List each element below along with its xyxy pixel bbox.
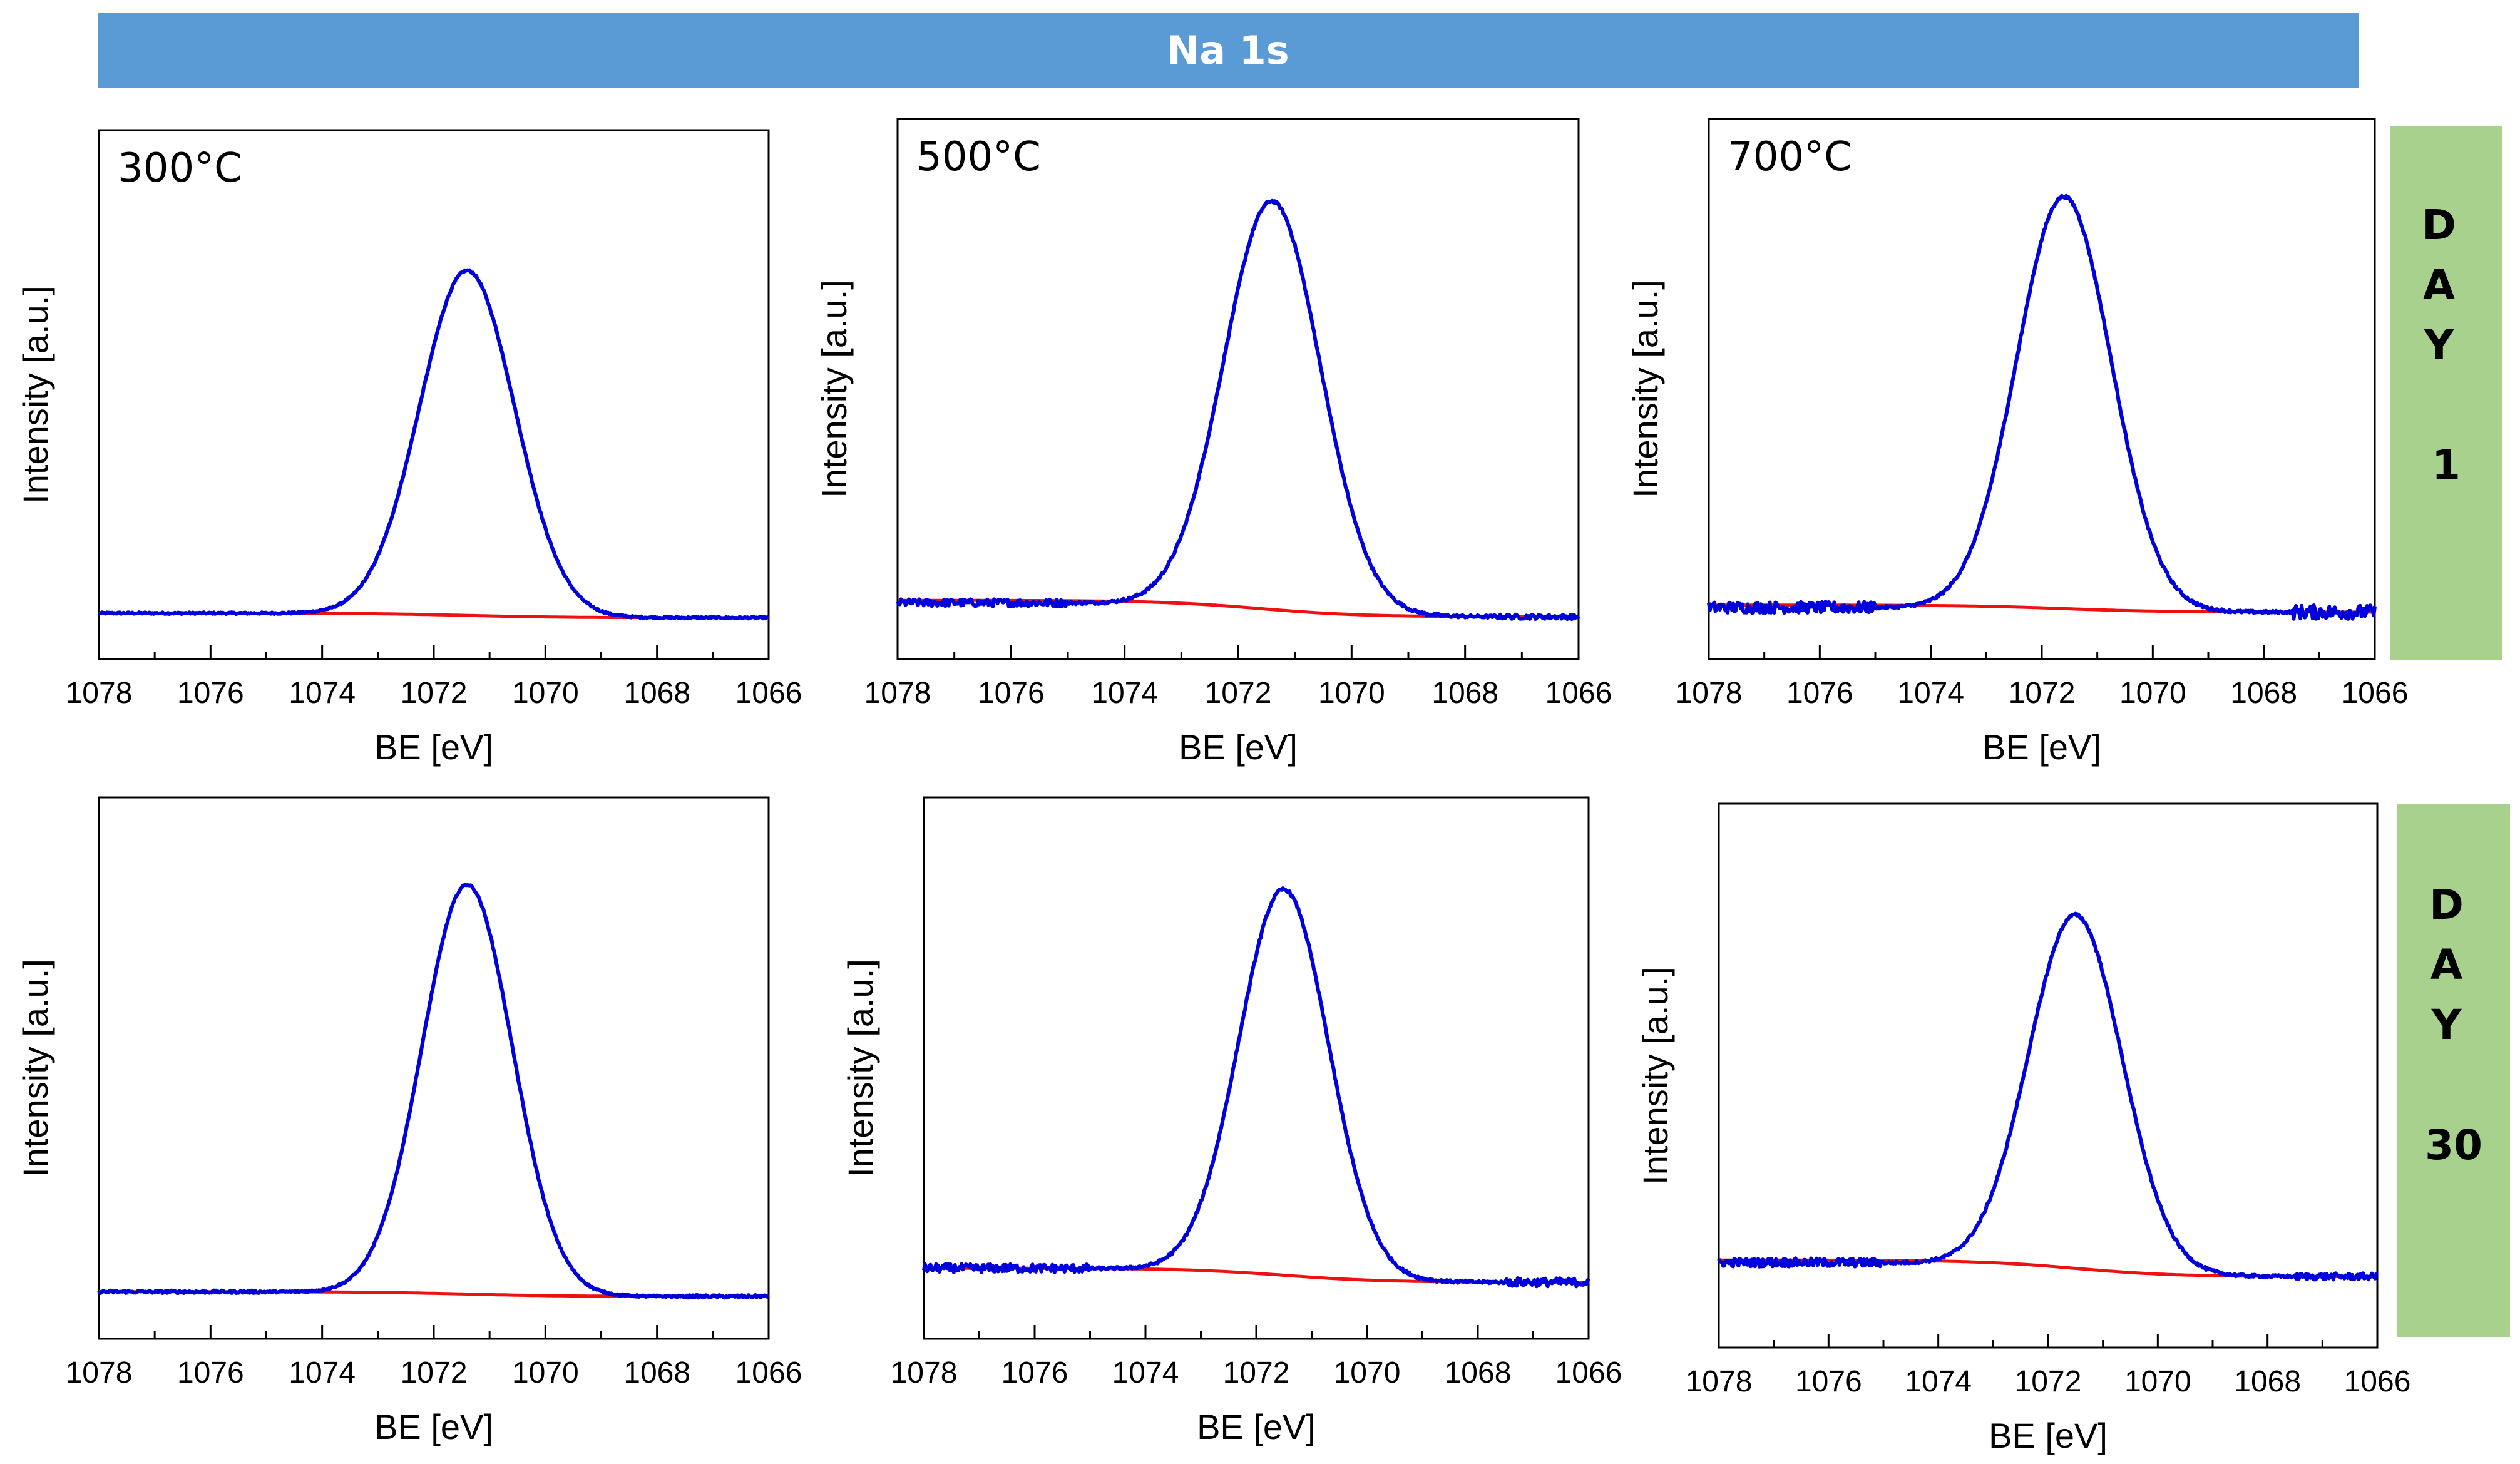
x-tick-label: 1076	[177, 677, 244, 710]
x-tick-label: 1070	[512, 1356, 579, 1390]
plot-frame	[98, 796, 770, 1340]
y-axis-label: Intensity [a.u.]	[16, 959, 55, 1177]
row-label-box-day-1	[2390, 126, 2502, 660]
row-label-day-30-line-4: 30	[2425, 1121, 2482, 1169]
row-label-day-1-line-3: Y	[2424, 321, 2455, 369]
row-label-day-30: D A Y 30	[2425, 881, 2482, 1169]
chart-panel-4: 1078 1076 1074 1072 1070 1068 1066 BE [eV] Inten…	[16, 796, 802, 1446]
y-axis-label: Intensity [a.u.]	[1636, 966, 1675, 1185]
x-tick-label: 1072	[1223, 1356, 1290, 1390]
x-tick-label: 1070	[1318, 677, 1385, 710]
chart-panel-5: 1078 1076 1074 1072 1070 1068 1066 BE [eV] Inten…	[841, 796, 1622, 1446]
x-tick-label: 1068	[2234, 1365, 2301, 1398]
chart-panel-6: 1078 1076 1074 1072 1070 1068 1066 BE [eV] Inten…	[1636, 802, 2411, 1455]
x-axis-label: BE [eV]	[1197, 1407, 1316, 1446]
row-label-day-1-line-1: D	[2422, 201, 2456, 249]
x-tick-label: 1078	[1676, 677, 1743, 710]
panel-label: 500°C	[916, 134, 1041, 180]
row-label-day-1-line-4: 1	[2432, 441, 2461, 489]
x-tick-label: 1068	[2230, 677, 2297, 710]
x-axis-label: BE [eV]	[1179, 727, 1298, 767]
x-tick-label: 1078	[66, 677, 133, 710]
x-tick-label: 1072	[2009, 677, 2076, 710]
x-tick-label: 1068	[1432, 677, 1498, 710]
title-banner	[98, 13, 2359, 88]
y-axis-label: Intensity [a.u.]	[814, 280, 854, 498]
x-tick-label: 1066	[735, 677, 802, 710]
y-axis-label: Intensity [a.u.]	[16, 285, 55, 504]
chart-panel-2: 1078 1076 1074 1072 1070 1068 1066 BE [eV] Inten…	[814, 118, 1612, 767]
panel-label: 700°C	[1728, 134, 1852, 180]
series-spectrum-line	[98, 268, 770, 621]
x-tick-label: 1074	[1897, 677, 1964, 710]
x-axis-label: BE [eV]	[374, 727, 493, 767]
row-label-day-1: D A Y 1	[2422, 201, 2471, 489]
chart-panel-1: 1078 1076 1074 1072 1070 1068 1066 BE [eV] Inten…	[16, 129, 802, 767]
x-tick-label: 1074	[1905, 1365, 1972, 1398]
series-spectrum-line	[97, 883, 770, 1300]
x-tick-label: 1066	[1545, 677, 1612, 710]
y-axis-label: Intensity [a.u.]	[1626, 280, 1665, 498]
row-label-day-30-line-2: A	[2430, 941, 2462, 989]
x-tick-label: 1076	[1786, 677, 1853, 710]
row-label-day-1-line-2: A	[2423, 261, 2455, 309]
x-tick-label: 1078	[1686, 1365, 1753, 1398]
row-label-day-30-line-3: Y	[2431, 1001, 2462, 1049]
x-tick-label: 1066	[1555, 1356, 1622, 1390]
x-tick-label: 1072	[401, 1356, 468, 1390]
x-tick-label: 1074	[1091, 677, 1158, 710]
x-axis-label: BE [eV]	[1989, 1416, 2108, 1455]
series-spectrum-line	[1707, 193, 2377, 621]
x-tick-label: 1068	[1445, 1356, 1512, 1390]
x-tick-label: 1078	[66, 1356, 133, 1390]
panel-label: 300°C	[118, 145, 242, 192]
series-spectrum-line	[922, 886, 1590, 1289]
plot-frame	[923, 796, 1590, 1340]
chart-panels: 1078 1076 1074 1072 1070 1068 1066 BE [eV] Inten…	[16, 118, 2411, 1455]
x-tick-label: 1066	[2344, 1365, 2411, 1398]
x-tick-label: 1070	[1334, 1356, 1401, 1390]
plot-frame	[98, 129, 770, 660]
y-axis-label: Intensity [a.u.]	[841, 959, 880, 1177]
plot-frame	[896, 118, 1580, 660]
x-tick-label: 1074	[289, 677, 356, 710]
chart-panel-3: 1078 1076 1074 1072 1070 1068 1066 BE [eV] Inten…	[1626, 118, 2409, 767]
x-tick-label: 1072	[1205, 677, 1272, 710]
x-tick-label: 1072	[2015, 1365, 2082, 1398]
row-label-box-day-30	[2397, 804, 2510, 1337]
figure-title: Na 1s	[1167, 28, 1289, 73]
x-tick-label: 1070	[2119, 677, 2186, 710]
series-spectrum-line	[896, 198, 1580, 622]
x-tick-label: 1070	[2124, 1365, 2191, 1398]
x-tick-label: 1070	[512, 677, 579, 710]
x-tick-label: 1078	[864, 677, 931, 710]
x-tick-label: 1074	[1112, 1356, 1179, 1390]
x-axis-label: BE [eV]	[374, 1407, 493, 1446]
x-tick-label: 1068	[623, 1356, 690, 1390]
x-tick-label: 1078	[891, 1356, 958, 1390]
row-label-day-30-line-1: D	[2429, 881, 2464, 929]
x-tick-label: 1074	[289, 1356, 356, 1390]
x-tick-label: 1076	[1795, 1365, 1862, 1398]
series-spectrum-line	[1717, 911, 2379, 1282]
x-tick-label: 1066	[735, 1356, 802, 1390]
x-tick-label: 1072	[401, 677, 468, 710]
x-tick-label: 1076	[177, 1356, 244, 1390]
x-tick-label: 1076	[978, 677, 1045, 710]
x-tick-label: 1076	[1001, 1356, 1068, 1390]
x-axis-label: BE [eV]	[1982, 727, 2101, 767]
plot-frame	[1708, 118, 2376, 660]
x-tick-label: 1068	[623, 677, 690, 710]
x-tick-label: 1066	[2342, 677, 2409, 710]
